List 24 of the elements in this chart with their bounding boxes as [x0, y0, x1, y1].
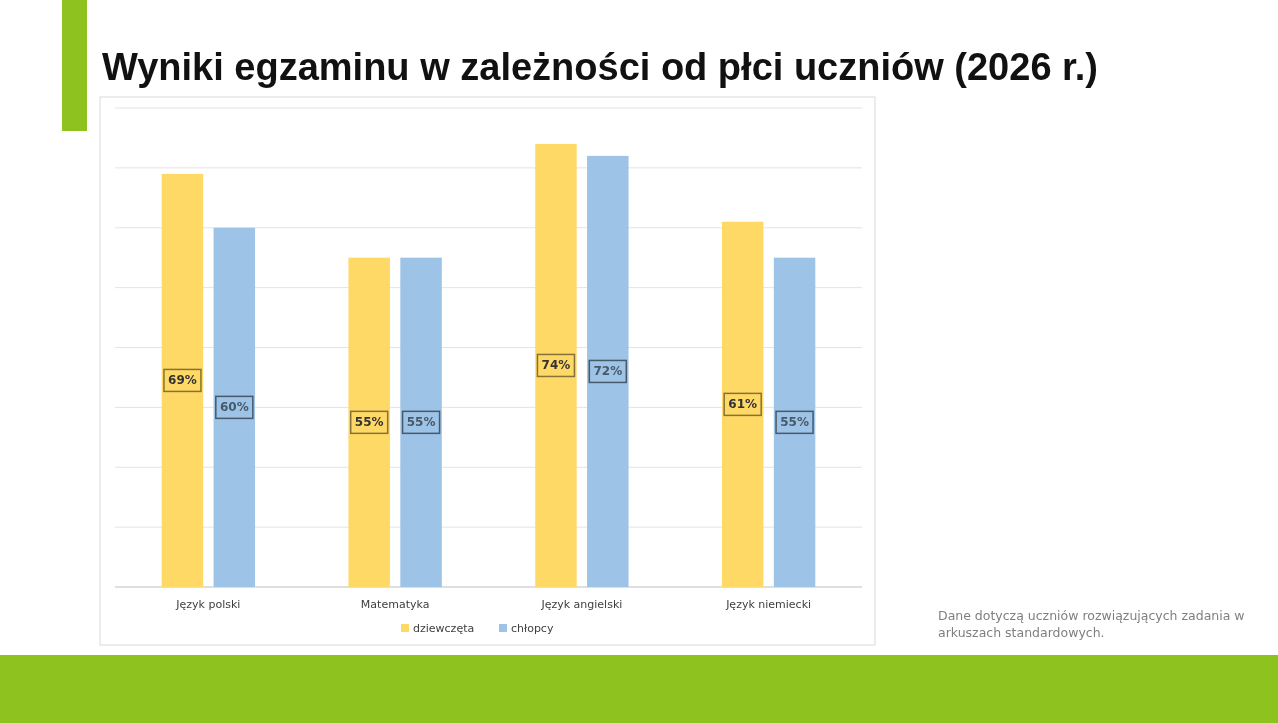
data-label: 69%	[168, 373, 197, 388]
x-tick-label: Język niemiecki	[725, 598, 812, 611]
data-label: 55%	[780, 415, 809, 430]
legend-label: chłopcy	[511, 622, 554, 635]
text: Dane dotyczą uczniów rozwiązujących zadania w arkuszach standardowych.	[938, 608, 1245, 640]
bar	[773, 257, 816, 587]
bar	[161, 173, 204, 587]
x-tick-label: Język angielski	[540, 598, 623, 611]
bar	[721, 221, 764, 587]
x-tick-label: Język polski	[175, 598, 241, 611]
bar	[535, 143, 577, 587]
data-label: 55%	[406, 415, 436, 430]
bar	[348, 257, 390, 587]
data-label: 55%	[354, 415, 384, 430]
legend-label: dziewczęta	[413, 622, 475, 635]
data-label: 61%	[728, 397, 758, 412]
data-label: 60%	[219, 400, 249, 415]
bar	[587, 155, 629, 587]
chart-title: Wyniki egzaminu w zależności od płci uczniów (2026 r.)	[102, 46, 1098, 88]
bar	[213, 227, 256, 587]
x-tick-label: Matematyka	[360, 598, 430, 611]
data-label: 72%	[593, 364, 623, 379]
bar	[400, 257, 442, 587]
data-label: 74%	[541, 358, 571, 373]
